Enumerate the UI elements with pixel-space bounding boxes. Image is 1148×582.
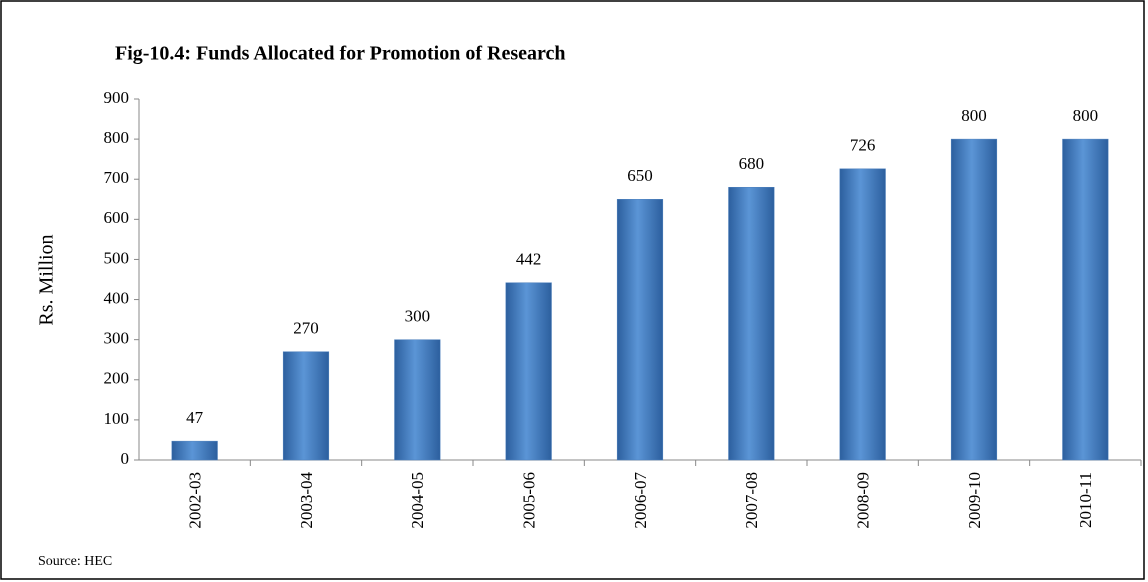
bar [839,168,886,461]
data-label: 300 [405,307,431,326]
bar [1062,138,1109,461]
bar [505,282,552,461]
x-tick-label: 2004-05 [408,472,427,529]
bar [950,138,998,461]
x-tick-label: 2010-11 [1076,472,1095,528]
y-tick-label: 600 [104,208,130,227]
y-tick-label: 900 [104,88,130,107]
x-tick-label: 2003-04 [297,472,316,529]
x-tick-label: 2006-07 [631,472,650,529]
y-tick-label: 700 [104,168,130,187]
data-label: 270 [293,319,319,338]
data-label: 650 [627,166,653,185]
x-tick-label: 2009-10 [965,472,984,529]
x-tick-label: 2008-09 [854,472,873,529]
data-label: 800 [1073,106,1099,125]
y-tick-label: 500 [104,248,130,267]
y-tick-label: 200 [104,369,130,388]
bar [282,351,330,461]
y-axis-label: Rs. Million [36,234,58,325]
y-tick-label: 800 [104,128,130,147]
data-label: 442 [516,250,542,269]
bar [171,440,218,461]
data-label: 726 [850,136,876,155]
x-tick-label: 2007-08 [742,472,761,529]
y-tick-label: 0 [121,449,130,468]
source-note: Source: HEC [38,554,112,569]
x-tick-label: 2002-03 [186,472,205,529]
data-label: 47 [186,408,204,427]
data-label: 680 [739,154,765,173]
y-tick-label: 300 [104,329,130,348]
bar [394,339,441,461]
bar [728,186,775,461]
y-tick-label: 400 [104,288,130,307]
data-label: 800 [961,106,987,125]
bar [616,199,664,461]
y-tick-label: 100 [104,409,130,428]
x-tick-label: 2005-06 [520,472,539,529]
chart-title: Fig-10.4: Funds Allocated for Promotion … [115,43,566,65]
